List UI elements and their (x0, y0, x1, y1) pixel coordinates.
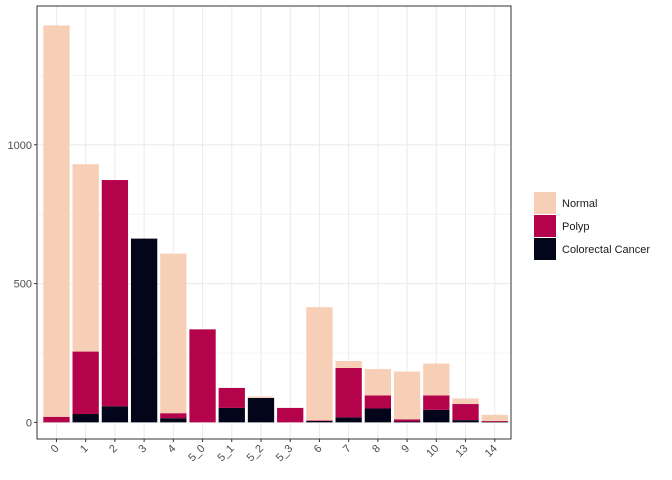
bar-normal-5_2 (247, 396, 275, 398)
bar-colorectal-cancer-13 (452, 420, 479, 423)
bar-colorectal-cancer-2 (101, 406, 129, 423)
bar-polyp-8 (364, 395, 392, 409)
y-axis: 0 500 1000 (8, 140, 37, 429)
bar-polyp-6 (306, 420, 333, 421)
y-tick-label: 0 (26, 417, 32, 429)
x-tick-label: 4 (166, 443, 179, 456)
bar-polyp-7 (335, 367, 362, 418)
bar-colorectal-cancer-4 (160, 418, 187, 423)
bar-polyp-2 (101, 180, 129, 407)
panel-border (36, 5, 512, 440)
bar-normal-4 (160, 253, 187, 414)
x-tick-label: 7 (341, 443, 354, 456)
bar-colorectal-cancer-14 (481, 421, 508, 423)
bar-normal-14 (481, 414, 508, 421)
x-tick-label: 5_0 (186, 443, 207, 464)
x-tick-label: 6 (312, 443, 325, 456)
bar-polyp-9 (393, 419, 421, 422)
bar-normal-10 (423, 363, 450, 396)
x-tick-label: 8 (370, 443, 383, 456)
bar-colorectal-cancer-7 (335, 417, 362, 423)
x-tick-label: 9 (399, 443, 412, 456)
x-tick-label: 5_2 (245, 443, 266, 464)
bar-normal-1 (72, 164, 99, 352)
bar-normal-7 (335, 361, 362, 368)
legend-label: Polyp (562, 221, 590, 233)
bar-colorectal-cancer-5_2 (247, 397, 275, 423)
bar-colorectal-cancer-5_1 (218, 407, 245, 423)
bars (43, 25, 508, 423)
x-tick-label: 13 (454, 443, 471, 460)
y-tick-label: 500 (14, 279, 32, 291)
bar-colorectal-cancer-9 (393, 421, 421, 423)
bar-polyp-14 (481, 420, 508, 422)
bar-normal-13 (452, 398, 479, 405)
bar-polyp-5_0 (189, 329, 216, 423)
bar-polyp-5_3 (277, 407, 304, 423)
bar-normal-6 (306, 307, 333, 421)
bar-colorectal-cancer-10 (423, 409, 450, 423)
bar-polyp-1 (72, 351, 99, 415)
bar-normal-8 (364, 369, 392, 396)
x-tick-label: 0 (49, 443, 62, 456)
legend-label: Normal (562, 198, 597, 210)
legend-key-normal (534, 192, 556, 214)
x-tick-label: 14 (483, 443, 500, 460)
bar-normal-9 (393, 371, 421, 420)
x-tick-label: 5_1 (215, 443, 236, 464)
bar-polyp-5_1 (218, 387, 245, 408)
bar-colorectal-cancer-3 (130, 238, 158, 423)
bar-polyp-10 (423, 395, 450, 410)
x-tick-label: 3 (136, 443, 149, 456)
bar-polyp-0 (43, 416, 70, 423)
x-tick-label: 1 (78, 443, 91, 456)
y-tick-label: 1000 (8, 140, 32, 152)
legend-label: Colorectal Cancer (562, 244, 650, 256)
bar-normal-0 (43, 25, 70, 417)
x-axis: 0 1 2 3 4 5_0 5_1 5_2 5_3 6 7 8 9 10 13 14 (49, 439, 500, 464)
x-tick-label: 5_3 (274, 443, 295, 464)
legend-key-colorectal-cancer (534, 238, 556, 260)
bar-colorectal-cancer-6 (306, 420, 333, 423)
x-tick-label: 2 (107, 443, 120, 456)
legend-key-polyp (534, 215, 556, 237)
bar-polyp-4 (160, 413, 187, 419)
bar-colorectal-cancer-1 (72, 414, 99, 423)
bar-colorectal-cancer-8 (364, 408, 392, 423)
legend: Normal Polyp Colorectal Cancer (534, 192, 650, 260)
x-tick-label: 10 (424, 443, 441, 460)
bar-polyp-13 (452, 404, 479, 421)
